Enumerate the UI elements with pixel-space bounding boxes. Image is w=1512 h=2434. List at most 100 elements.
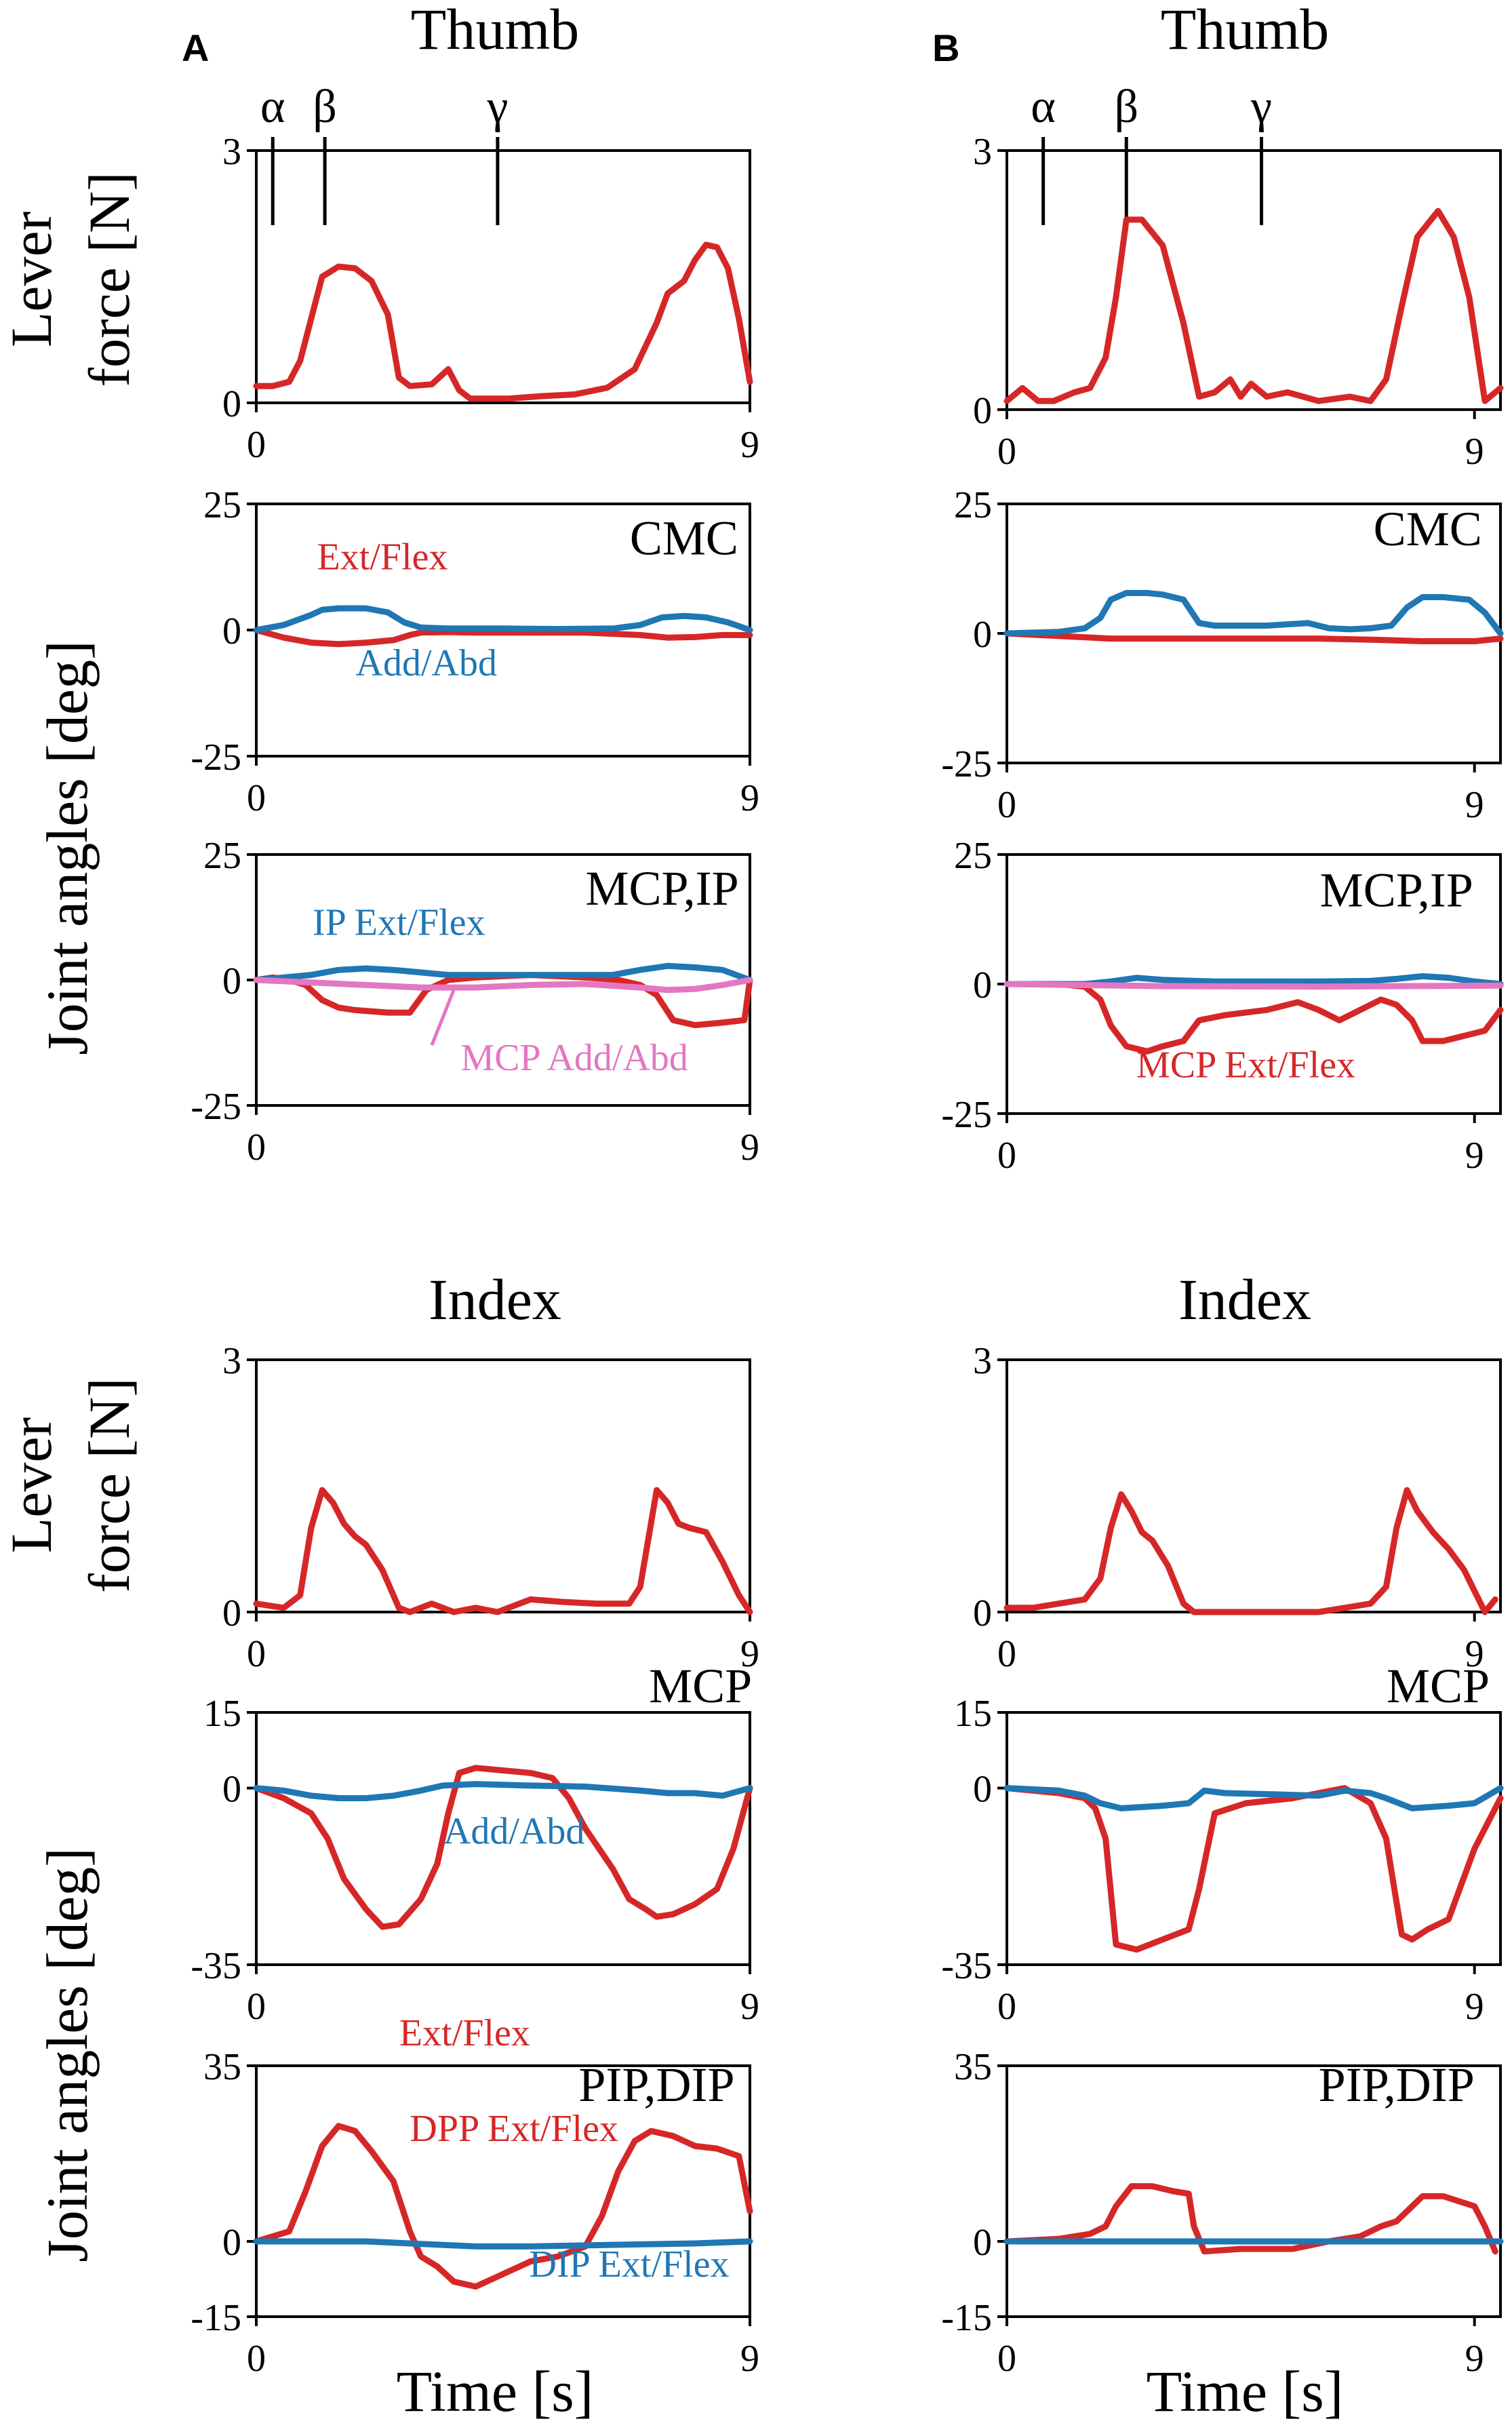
x-tick-label: 0 [247,424,266,466]
x-tick-label: 0 [997,1986,1016,2028]
ylabel-thumb-joint: Joint angles [deg] [35,640,100,1055]
event-marker-label: β [1114,81,1138,133]
y-tick-label: 0 [222,383,241,425]
series-line-mcp-ext-flex [253,972,753,1029]
panel-joint-title: PIP,DIP [1319,2058,1475,2112]
series-annotation: Ext/Flex [399,2012,530,2054]
chart-b1: 0 3 0 9 α β γ [973,81,1504,473]
y-tick-label: 25 [203,484,241,526]
series-line-dpp-ext-flex [1003,2183,1498,2255]
event-marker-label: γ [1250,81,1272,133]
ylabel-index-lever-line1: Lever [0,1417,64,1554]
series-annotation: DIP Ext/Flex [530,2243,730,2285]
event-marker-label: γ [486,81,508,133]
y-tick-label: -15 [941,2297,992,2339]
y-tick-label: 0 [222,1592,241,1634]
series-line-ext-flex [253,1765,753,1930]
x-tick-label: 9 [1465,2338,1484,2380]
series-annotation: Ext/Flex [317,536,448,578]
y-tick-label: 15 [203,1693,241,1735]
y-tick-label: 0 [222,1769,241,1811]
y-tick-label: 0 [973,2222,992,2264]
y-tick-label: 35 [203,2046,241,2088]
x-tick-label: 0 [997,431,1016,473]
x-tick-label: 0 [247,1986,266,2028]
y-tick-label: -15 [191,2297,241,2339]
panel-joint-title: MCP,IP [1320,863,1473,917]
x-tick-label: 0 [247,1126,266,1169]
panel-joint-title: PIP,DIP [578,2058,734,2112]
series-annotation: Add/Abd [443,1810,584,1852]
event-marker-label: β [313,81,337,133]
panel-joint-title: CMC [1374,502,1482,556]
x-tick-label: 9 [1465,431,1484,473]
x-tick-label: 9 [740,2338,759,2380]
index-title-b: Index [1178,1267,1311,1332]
plot-frame [255,1711,751,1966]
series-annotation: DPP Ext/Flex [410,2108,618,2150]
ylabel-index-joint: Joint angles [deg] [35,1847,100,2262]
y-tick-label: 35 [954,2046,992,2088]
series-annotation: IP Ext/Flex [313,901,485,943]
plot-frame [255,2064,751,2318]
y-tick-label: 0 [222,610,241,652]
event-marker-label: α [260,81,285,133]
event-marker-label: α [1031,81,1056,133]
y-tick-label: 0 [973,614,992,656]
index-title-a: Index [429,1267,561,1332]
series-line-add-abd [1003,1785,1504,1811]
x-tick-label: 0 [997,784,1016,826]
series-line-mcp-add-abd [1003,981,1504,990]
x-tick-label: 0 [247,1633,266,1675]
x-tick-label: 9 [740,777,759,819]
series-line-lever-force [253,241,753,402]
annotation-pointer [430,989,456,1046]
series-line-ext-flex [253,627,753,648]
chart-a4: 0 3 0 9 [222,1340,759,1675]
plot-frame [1006,2064,1502,2318]
series-annotation: MCP Ext/Flex [1136,1044,1355,1086]
y-tick-label: -25 [191,1086,241,1128]
y-tick-label: 0 [973,1592,992,1634]
series-annotation: Add/Abd [356,642,497,684]
series-line-add-abd [253,605,753,633]
panel-joint-title: MCP [649,1659,752,1713]
plot-frame [1006,1358,1502,1613]
panel-joint-title: MCP [1387,1659,1490,1713]
y-tick-label: 3 [222,131,241,173]
x-tick-label: 9 [740,1986,759,2028]
ylabel-thumb-lever-line1: Lever [0,212,64,348]
thumb-title-a: Thumb [411,0,579,62]
y-tick-label: 3 [222,1340,241,1382]
series-line-lever-force [253,1487,753,1615]
plot-frame [1006,149,1502,411]
series-line-ip-ext-flex [253,962,753,983]
x-tick-label: 9 [740,424,759,466]
y-tick-label: 3 [973,1340,992,1382]
y-tick-label: 0 [222,2222,241,2264]
series-line-dip-ext-flex [253,2238,753,2250]
y-tick-label: -25 [941,743,992,785]
thumb-title-b: Thumb [1161,0,1329,62]
series-annotation: MCP Add/Abd [460,1037,688,1079]
series-line-mcp-add-abd [253,977,753,994]
x-tick-label: 0 [997,1135,1016,1177]
series-line-lever-force [1003,1487,1498,1615]
x-tick-label: 9 [740,1633,759,1675]
x-tick-label: 9 [1465,1135,1484,1177]
y-tick-label: -25 [941,1094,992,1136]
x-tick-label: 9 [740,1126,759,1169]
y-tick-label: 0 [973,390,992,432]
y-tick-label: 0 [973,964,992,1006]
y-tick-label: 15 [954,1693,992,1735]
